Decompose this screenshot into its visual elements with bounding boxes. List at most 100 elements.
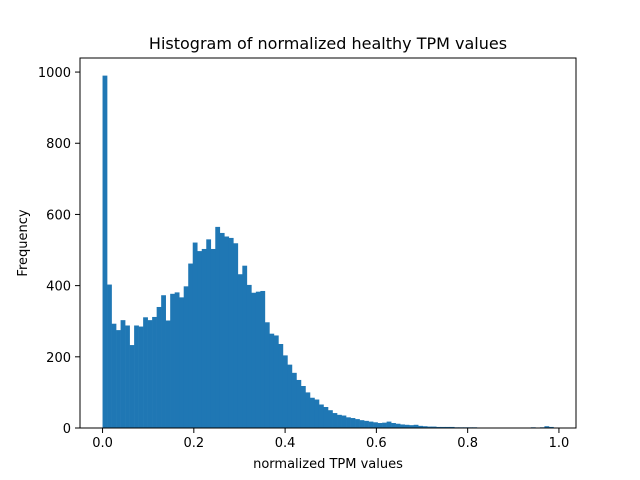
histogram-bar bbox=[278, 343, 284, 428]
histogram-bar bbox=[296, 379, 302, 428]
histogram-bar bbox=[323, 406, 329, 428]
histogram-bar bbox=[107, 284, 112, 428]
histogram-bar bbox=[341, 415, 347, 428]
histogram-bar bbox=[206, 239, 212, 428]
histogram-bar bbox=[129, 345, 135, 428]
histogram-bar bbox=[318, 404, 324, 428]
histogram-bar bbox=[395, 423, 401, 428]
histogram-bar bbox=[147, 320, 153, 428]
y-tick-label: 800 bbox=[46, 137, 71, 152]
histogram-bar bbox=[544, 426, 550, 428]
x-tick-label: 0.6 bbox=[366, 436, 387, 451]
x-tick-label: 0.4 bbox=[275, 436, 296, 451]
histogram-bar bbox=[201, 248, 207, 428]
histogram-bar bbox=[192, 242, 198, 428]
x-tick-label: 0.8 bbox=[457, 436, 478, 451]
histogram-bar bbox=[183, 286, 189, 428]
histogram-bar bbox=[382, 422, 387, 428]
x-tick-label: 0.2 bbox=[183, 436, 204, 451]
histogram-bar bbox=[228, 237, 234, 428]
histogram-bar bbox=[418, 425, 423, 428]
histogram-bar bbox=[143, 317, 148, 428]
histogram-bar bbox=[224, 236, 230, 428]
histogram-bar bbox=[174, 292, 180, 428]
plot-frame bbox=[79, 57, 577, 429]
y-axis-ticks: 0 200 400 600 800 1000 bbox=[38, 66, 80, 437]
histogram-bar bbox=[337, 414, 342, 428]
y-tick-label: 1000 bbox=[38, 66, 71, 81]
histogram-bar bbox=[111, 323, 117, 428]
histogram-bar bbox=[300, 385, 306, 428]
histogram-bar bbox=[373, 422, 378, 428]
histogram-bar bbox=[134, 325, 139, 428]
histogram-bar bbox=[391, 423, 396, 428]
bars-group bbox=[102, 75, 559, 428]
histogram-bar bbox=[427, 426, 433, 428]
histogram-bar bbox=[170, 293, 175, 428]
histogram-bar bbox=[138, 326, 144, 428]
histogram-bar bbox=[188, 263, 194, 428]
x-tick-label: 1.0 bbox=[549, 436, 570, 451]
histogram-bar bbox=[436, 426, 442, 428]
histogram-bar bbox=[287, 364, 293, 428]
y-tick-label: 600 bbox=[46, 208, 71, 223]
histogram-bar bbox=[449, 426, 455, 428]
y-tick-label: 200 bbox=[46, 351, 71, 366]
histogram-bar bbox=[548, 426, 554, 428]
histogram-bar bbox=[314, 399, 320, 428]
histogram-bar bbox=[309, 397, 315, 428]
histogram-bar bbox=[422, 426, 428, 428]
histogram-bar bbox=[165, 320, 171, 428]
histogram-bar bbox=[359, 420, 365, 428]
x-axis-ticks: 0.0 0.2 0.4 0.6 0.8 1.0 bbox=[92, 428, 569, 451]
histogram-bar bbox=[233, 243, 239, 428]
histogram-bar bbox=[409, 425, 414, 428]
histogram-bar bbox=[305, 392, 311, 428]
chart-title: Histogram of normalized healthy TPM valu… bbox=[149, 34, 507, 53]
histogram-bar bbox=[215, 226, 221, 428]
histogram-bar bbox=[242, 265, 248, 428]
histogram-bar bbox=[246, 284, 252, 428]
histogram-bar bbox=[332, 413, 338, 428]
histogram-bar bbox=[273, 335, 279, 428]
histogram-bar bbox=[377, 423, 383, 428]
y-tick-label: 400 bbox=[46, 280, 71, 295]
histogram-bar bbox=[237, 274, 243, 428]
histogram-bar bbox=[440, 426, 446, 428]
x-axis-label: normalized TPM values bbox=[253, 457, 403, 472]
histogram-bar bbox=[161, 295, 166, 428]
histogram-bar bbox=[156, 306, 162, 428]
histogram-bar bbox=[260, 290, 266, 428]
histogram-bar bbox=[251, 292, 257, 428]
histogram-bar bbox=[102, 75, 108, 428]
histogram-bar bbox=[328, 410, 333, 428]
histogram-bar bbox=[350, 418, 356, 428]
histogram-bar bbox=[364, 420, 369, 428]
y-tick-label: 0 bbox=[63, 422, 71, 437]
histogram-bar bbox=[264, 322, 270, 428]
histogram-bar bbox=[269, 333, 275, 428]
histogram-bar bbox=[197, 251, 203, 428]
histogram-bar bbox=[386, 421, 392, 428]
histogram-bar bbox=[120, 320, 126, 428]
histogram-bar bbox=[346, 417, 351, 428]
histogram-bar bbox=[125, 325, 130, 428]
histogram-bar bbox=[179, 297, 185, 428]
histogram-bar bbox=[152, 316, 157, 428]
histogram-bar bbox=[210, 248, 216, 428]
histogram-bar bbox=[413, 424, 419, 428]
histogram-bar bbox=[368, 421, 374, 428]
histogram-bar bbox=[291, 372, 297, 428]
histogram-bar bbox=[404, 424, 410, 428]
histogram-bar bbox=[355, 419, 360, 428]
y-axis-label: Frequency bbox=[16, 209, 31, 276]
histogram-bar bbox=[219, 232, 225, 428]
histogram-bar bbox=[400, 424, 405, 428]
histogram-bar bbox=[255, 291, 261, 428]
histogram-bar bbox=[116, 330, 121, 428]
histogram-bar bbox=[445, 426, 451, 428]
histogram-bar bbox=[431, 426, 437, 428]
histogram-bar bbox=[282, 355, 288, 428]
x-tick-label: 0.0 bbox=[92, 436, 113, 451]
